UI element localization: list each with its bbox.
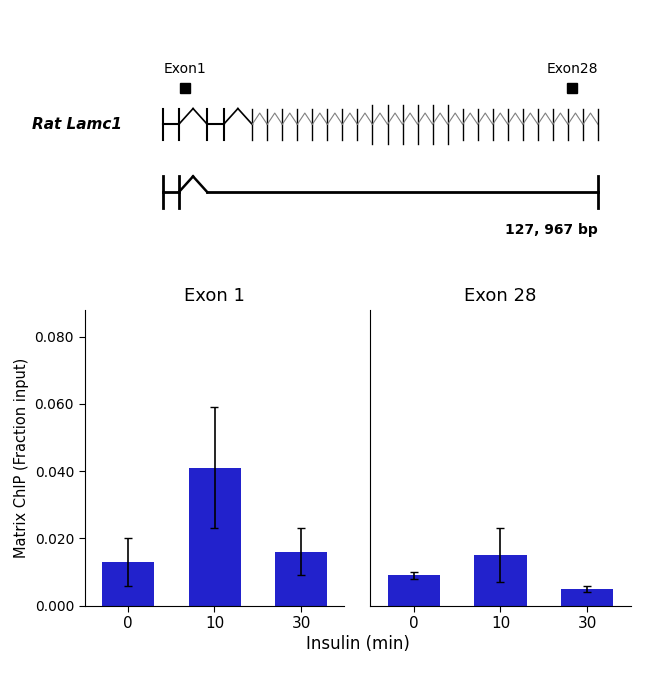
- Bar: [567, 83, 577, 94]
- Title: Exon 1: Exon 1: [184, 287, 245, 306]
- Bar: [188, 468, 240, 606]
- Bar: [275, 552, 327, 606]
- Text: Rat Lamc1: Rat Lamc1: [32, 117, 122, 132]
- Y-axis label: Matrix ChIP (Fraction input): Matrix ChIP (Fraction input): [14, 357, 29, 558]
- Text: Exon28: Exon28: [546, 63, 598, 76]
- Text: Insulin (min): Insulin (min): [306, 635, 410, 653]
- Text: 127, 967 bp: 127, 967 bp: [505, 223, 598, 238]
- Text: Exon1: Exon1: [164, 63, 207, 76]
- Bar: [561, 589, 613, 606]
- Bar: [474, 555, 526, 606]
- Bar: [102, 562, 154, 606]
- Title: Exon 28: Exon 28: [464, 287, 537, 306]
- Bar: [181, 83, 190, 94]
- Bar: [388, 575, 440, 606]
